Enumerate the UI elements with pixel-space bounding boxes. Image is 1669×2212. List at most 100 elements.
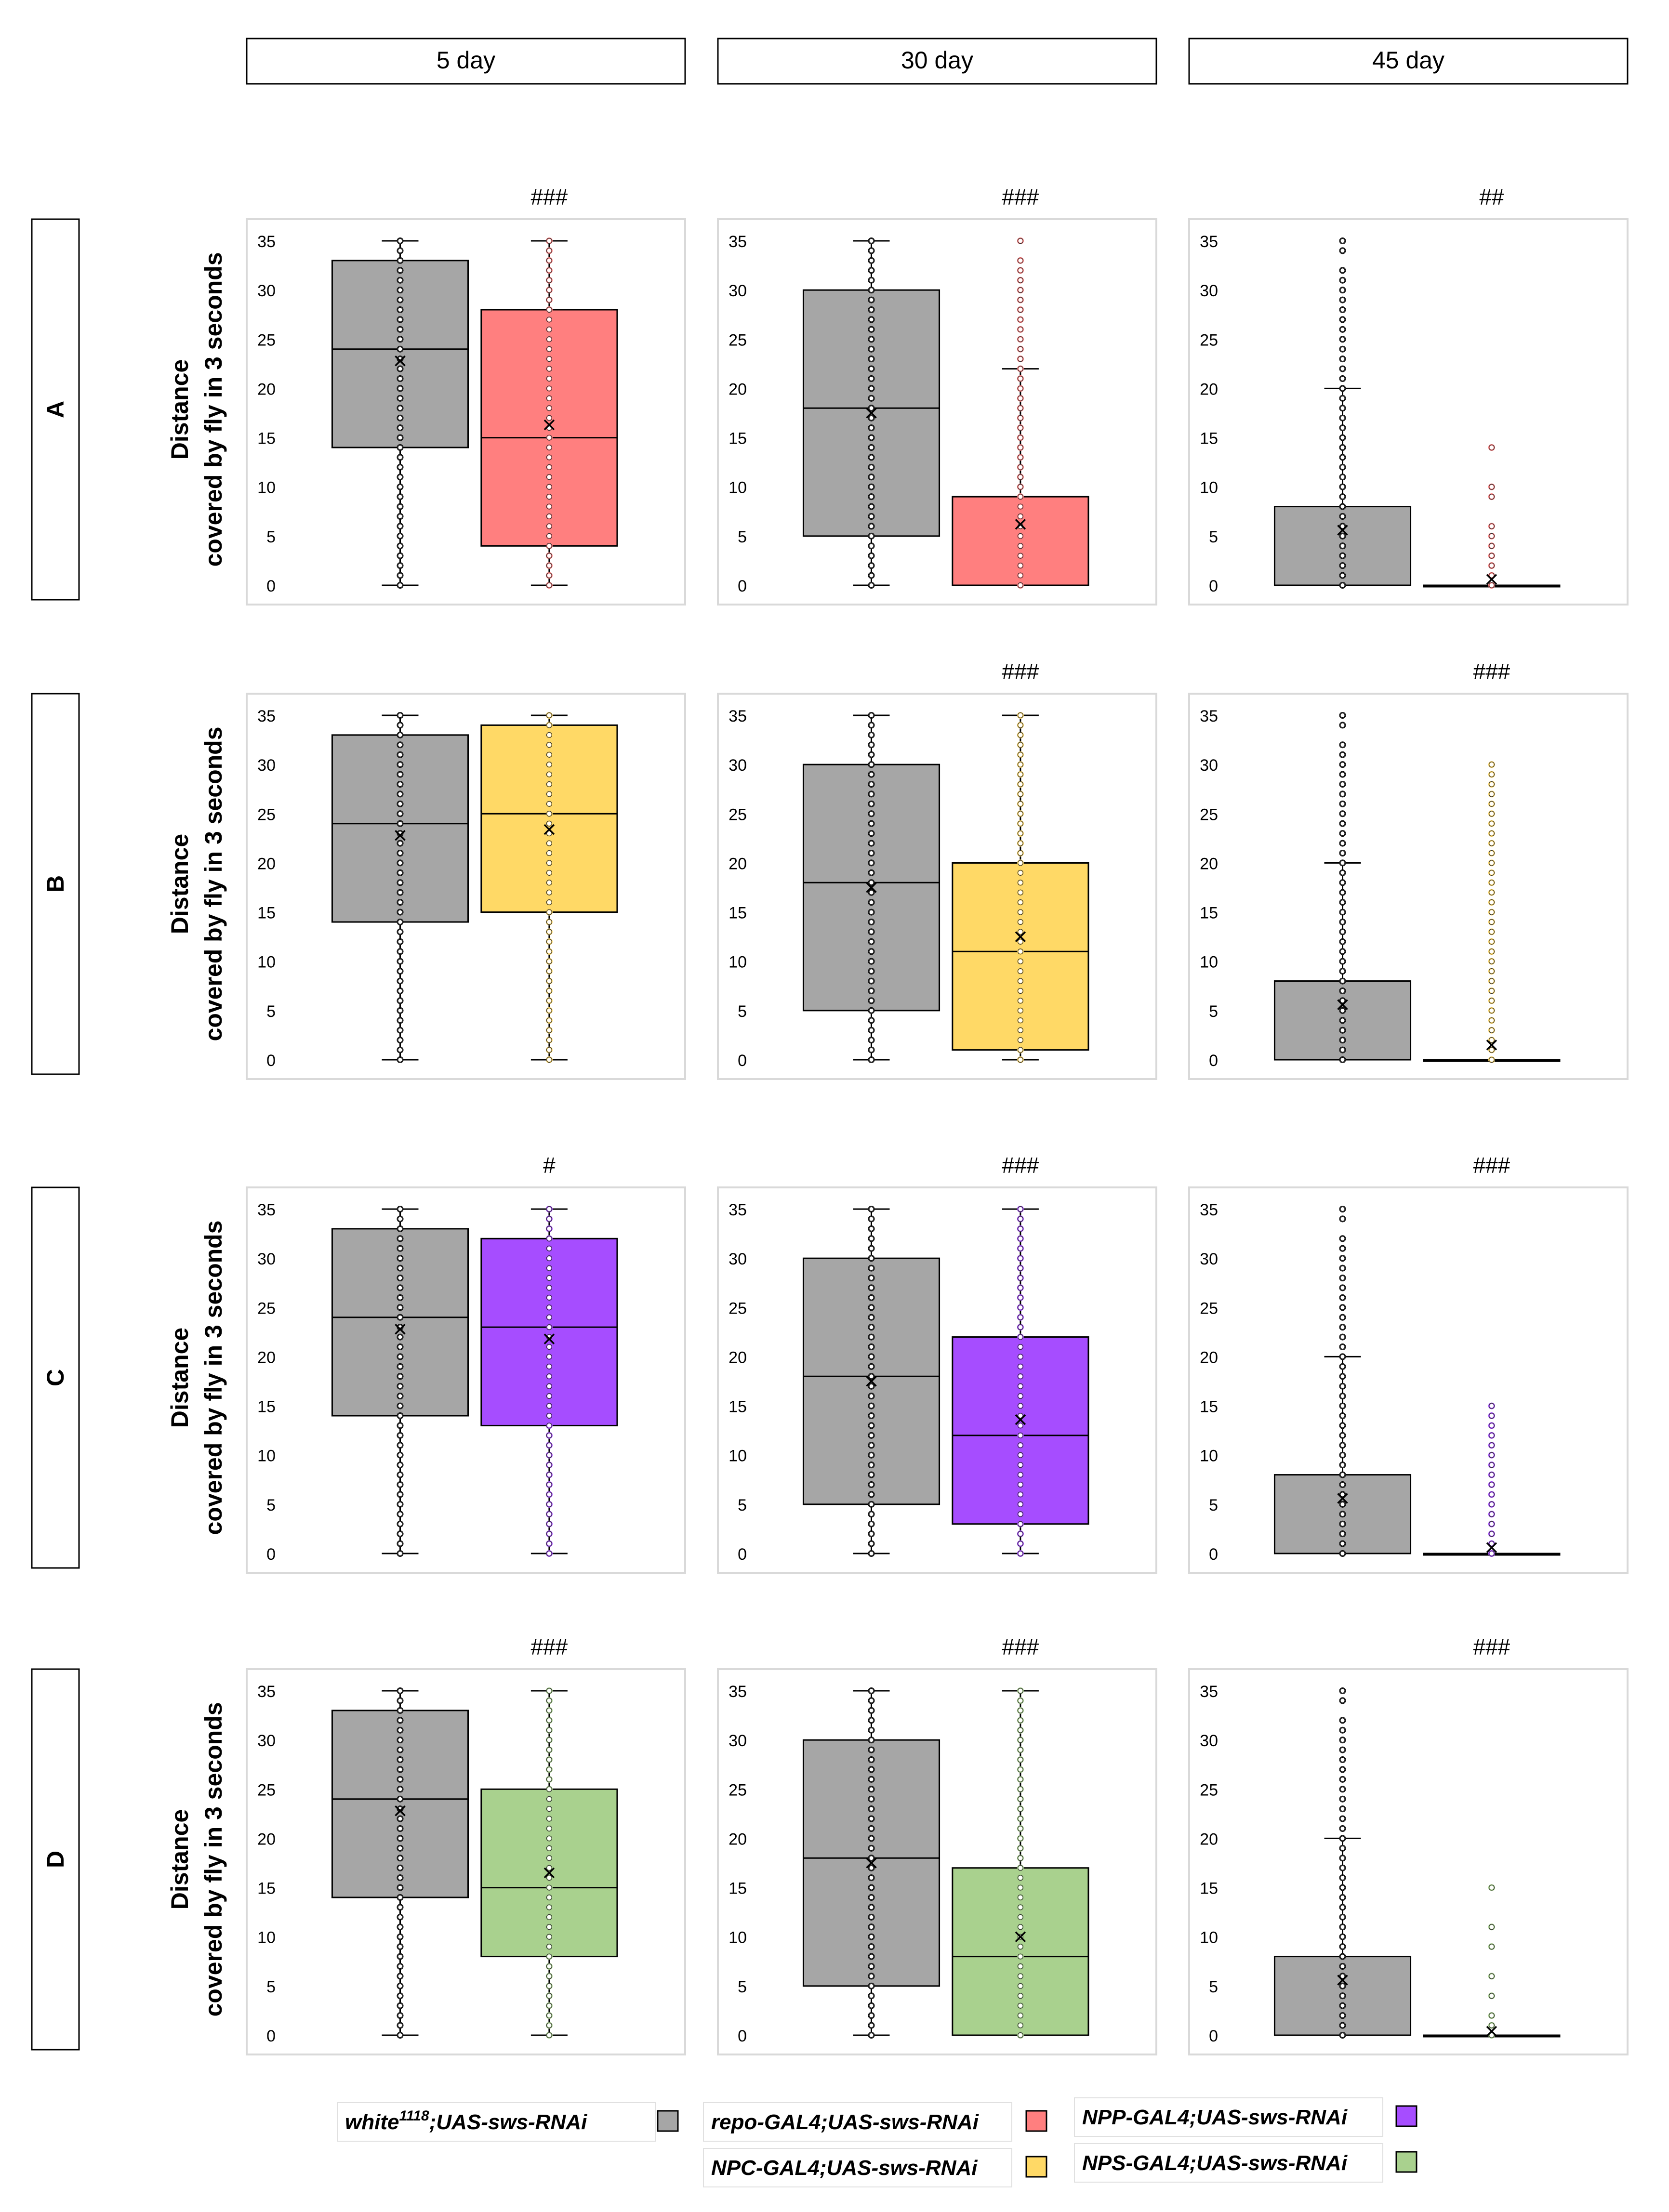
- data-point-outline: [1339, 356, 1346, 362]
- data-point-outline: [1339, 1017, 1346, 1024]
- data-point-outline: [397, 494, 403, 500]
- data-point-outline: [546, 1934, 553, 1940]
- y-tick-label: 30: [1200, 756, 1218, 775]
- data-point-outline: [868, 1796, 874, 1802]
- data-point-outline: [397, 880, 403, 886]
- y-axis-label-line2: covered by fly in 3 seconds: [200, 252, 227, 566]
- data-point-outline: [1017, 1383, 1023, 1389]
- data-point-outline: [1488, 1973, 1495, 1979]
- data-point-outline: [1488, 1924, 1495, 1930]
- data-point-outline: [1017, 909, 1023, 915]
- y-tick-label: 10: [1200, 1929, 1218, 1947]
- data-point-outline: [397, 1875, 403, 1881]
- data-point-outline: [1017, 1766, 1023, 1773]
- data-point-outline: [1339, 2002, 1346, 2009]
- mean-marker: [395, 355, 406, 367]
- data-point-outline: [397, 405, 403, 411]
- data-point-outline: [546, 1953, 553, 1960]
- legend-label: white1118;UAS-sws-RNAi: [345, 2108, 587, 2134]
- mean-marker: [1337, 525, 1348, 536]
- data-point-outline: [1339, 464, 1346, 470]
- data-point-outline: [397, 712, 403, 719]
- y-tick-label: 25: [1200, 1299, 1218, 1317]
- data-point-outline: [397, 2032, 403, 2039]
- data-point-outline: [868, 1707, 874, 1713]
- data-point-outline: [868, 1255, 874, 1262]
- data-point-outline: [1017, 346, 1023, 352]
- mean-marker: [1486, 1040, 1497, 1051]
- data-point-outline: [1488, 582, 1495, 589]
- data-point-outline: [1339, 543, 1346, 549]
- data-point-outline: [397, 1914, 403, 1920]
- data-point-outline: [868, 553, 874, 559]
- data-point-outline: [546, 1452, 553, 1458]
- data-point-outline: [1339, 1993, 1346, 1999]
- data-point-outline: [1339, 1884, 1346, 1891]
- data-point-outline: [397, 1245, 403, 1251]
- y-tick-label: 10: [257, 1447, 276, 1465]
- data-point-outline: [397, 1275, 403, 1281]
- data-point-outline: [397, 316, 403, 323]
- data-point-outline: [1488, 2013, 1495, 2019]
- data-point-outline: [1017, 781, 1023, 788]
- data-point-outline: [397, 553, 403, 559]
- data-point-outline: [397, 1491, 403, 1498]
- y-tick-label: 5: [1209, 1978, 1218, 1996]
- data-point-outline: [397, 1017, 403, 1024]
- data-point-outline: [397, 801, 403, 807]
- data-point-outline: [1339, 938, 1346, 945]
- data-point-outline: [546, 1786, 553, 1792]
- data-point-outline: [1339, 1845, 1346, 1851]
- data-point-outline: [1339, 366, 1346, 372]
- data-point-outline: [397, 1904, 403, 1910]
- data-point-outline: [1339, 1806, 1346, 1812]
- data-point-outline: [868, 1354, 874, 1360]
- data-point-outline: [1339, 385, 1346, 392]
- data-point-outline: [397, 543, 403, 549]
- y-tick-label: 20: [1200, 1830, 1218, 1848]
- y-axis-label-line1: Distance: [166, 359, 193, 460]
- data-point-outline: [546, 1766, 553, 1773]
- data-point-outline: [397, 1511, 403, 1517]
- data-point-outline: [1017, 820, 1023, 827]
- y-tick-label: 30: [729, 756, 747, 775]
- y-tick-label: 15: [257, 430, 276, 448]
- data-point-outline: [1017, 1973, 1023, 1979]
- data-point-outline: [546, 751, 553, 758]
- data-point-outline: [1017, 385, 1023, 392]
- data-point-outline: [1488, 801, 1495, 807]
- data-point-outline: [1017, 1027, 1023, 1033]
- data-point-outline: [546, 1245, 553, 1251]
- data-point-outline: [1339, 919, 1346, 925]
- data-point-outline: [1017, 1265, 1023, 1271]
- data-point-outline: [1339, 316, 1346, 323]
- data-point-outline: [1339, 533, 1346, 539]
- data-point-outline: [397, 1934, 403, 1940]
- data-point-outline: [1339, 444, 1346, 451]
- data-point-outline: [868, 356, 874, 362]
- y-tick-label: 30: [257, 756, 276, 775]
- data-point-outline: [546, 306, 553, 313]
- data-point-outline: [546, 1531, 553, 1537]
- chart-panel: ### 0 5 10 15 20 25 30 35: [1188, 1153, 1629, 1574]
- data-point-outline: [1339, 1835, 1346, 1842]
- data-point-outline: [1339, 791, 1346, 797]
- data-point-outline: [397, 850, 403, 856]
- data-point-outline: [1339, 1816, 1346, 1822]
- data-point-outline: [1339, 1904, 1346, 1910]
- data-point-outline: [868, 791, 874, 797]
- data-point-outline: [546, 1796, 553, 1802]
- data-point-outline: [1488, 771, 1495, 777]
- y-axis-label-line1: Distance: [166, 1328, 193, 1428]
- data-point-outline: [1017, 1531, 1023, 1537]
- data-point-outline: [868, 998, 874, 1004]
- data-point-outline: [1339, 287, 1346, 293]
- legend-label-main: NPS-GAL4;UAS-sws-RNAi: [1082, 2151, 1348, 2175]
- data-point-outline: [1339, 1727, 1346, 1733]
- data-point-outline: [1488, 820, 1495, 827]
- data-point-outline: [397, 1894, 403, 1901]
- data-point-outline: [546, 1806, 553, 1812]
- y-tick-label: 35: [257, 1201, 276, 1219]
- mean-marker: [543, 419, 555, 431]
- data-point-outline: [546, 732, 553, 738]
